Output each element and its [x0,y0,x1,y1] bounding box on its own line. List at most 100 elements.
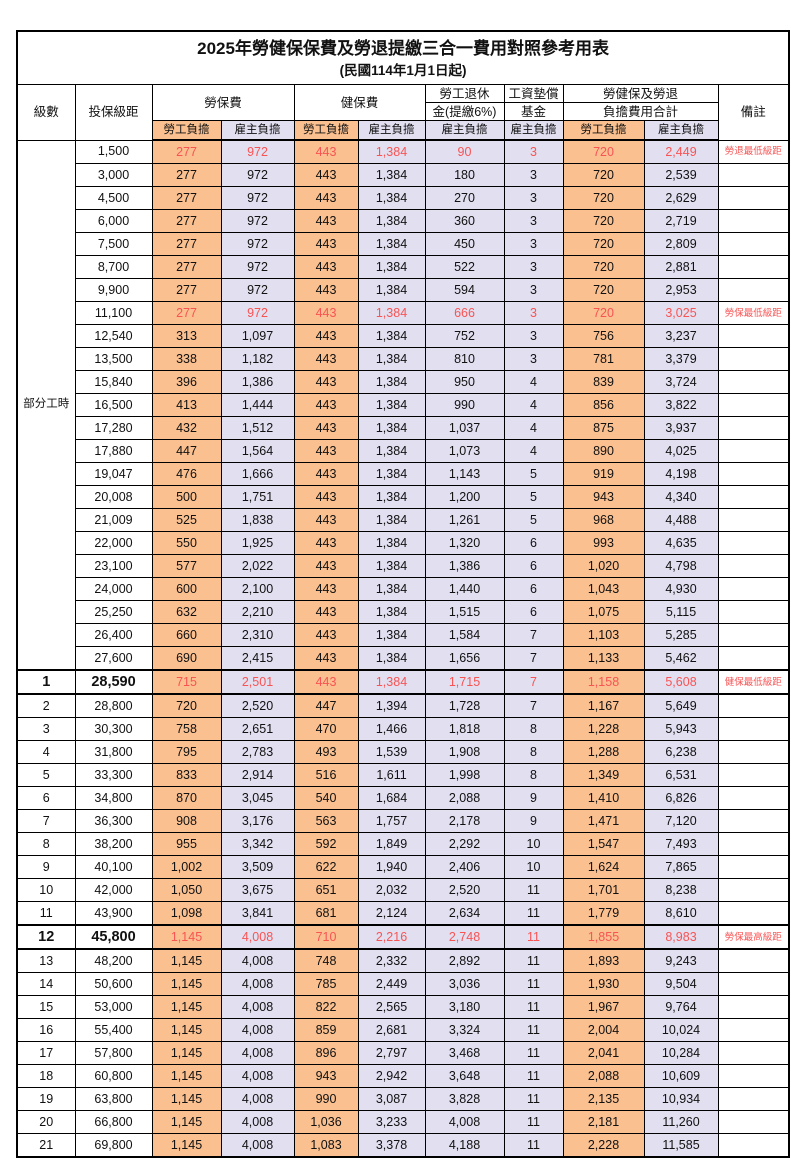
table-row: 4 31,800 795 2,783 493 1,539 1,908 8 1,288 6,238 [16,740,790,764]
table-row: 15 53,000 1,145 4,008 822 2,565 3,180 11 1,967 9,… [16,995,790,1019]
value-cell: 6,238 [643,740,719,764]
value-cell: 622 [293,855,359,879]
value-cell: 2,406 [424,855,505,879]
value-cell: 4,008 [220,972,295,996]
bracket-cell: 12,540 [74,324,153,348]
subheader-pension-employer: 雇主負擔 [424,120,505,141]
table-row: 7,500 277 972 443 1,384 450 3 720 2,809 [17,232,790,256]
value-cell: 2,719 [643,209,719,233]
value-cell: 972 [220,186,295,210]
value-cell: 3 [503,347,564,371]
level-cell: 1 [16,669,76,695]
value-cell: 4 [503,370,564,394]
remark-cell [717,1133,790,1158]
remark-cell [717,508,790,532]
value-cell: 3,233 [357,1110,426,1134]
table-row: 17,880 447 1,564 443 1,384 1,073 4 890 4,025 [17,439,790,463]
table-row: 3,000 277 972 443 1,384 180 3 720 2,539 [17,163,790,187]
value-cell: 660 [151,623,222,647]
value-cell: 5 [503,485,564,509]
col-header-wage-fund-line1: 工資墊償 [503,84,564,103]
remark-cell [717,878,790,902]
level-cell: 16 [16,1018,76,1042]
value-cell: 7,493 [643,832,719,856]
table-row: 8 38,200 955 3,342 592 1,849 2,292 10 1,547 7,493 [16,832,790,856]
table-row: 19 63,800 1,145 4,008 990 3,087 3,828 11 2,135 10… [16,1087,790,1111]
value-cell: 990 [293,1087,359,1111]
value-cell: 1,893 [562,948,645,973]
value-cell: 810 [424,347,505,371]
bracket-cell: 13,500 [74,347,153,371]
value-cell: 1,145 [151,1041,222,1065]
value-cell: 690 [151,646,222,671]
remark-cell [717,186,790,210]
value-cell: 443 [293,531,359,555]
value-cell: 1,036 [293,1110,359,1134]
value-cell: 3 [503,278,564,302]
value-cell: 681 [293,901,359,926]
table-row: 23,100 577 2,022 443 1,384 1,386 6 1,020 4,798 [17,554,790,578]
value-cell: 413 [151,393,222,417]
bracket-cell: 15,840 [74,370,153,394]
value-cell: 3,675 [220,878,295,902]
value-cell: 522 [424,255,505,279]
value-cell: 955 [151,832,222,856]
table-row: 17,280 432 1,512 443 1,384 1,037 4 875 3,937 [17,416,790,440]
level-cell: 2 [16,693,76,718]
remark-cell [717,600,790,624]
value-cell: 277 [151,301,222,325]
bracket-cell: 33,300 [74,763,153,787]
remark-cell [717,740,790,764]
remark-cell [717,623,790,647]
value-cell: 1,145 [151,1133,222,1158]
value-cell: 1,967 [562,995,645,1019]
subheader-total-employee: 勞工負擔 [562,120,645,141]
value-cell: 1,611 [357,763,426,787]
value-cell: 1,145 [151,924,222,950]
row-group-label-part-time: 部分工時 [16,139,76,671]
value-cell: 1,384 [357,531,426,555]
value-cell: 1,701 [562,878,645,902]
value-cell: 2,797 [357,1041,426,1065]
table-row: 19,047 476 1,666 443 1,384 1,143 5 919 4,198 [17,462,790,486]
value-cell: 4,188 [424,1133,505,1158]
level-cell: 21 [16,1133,76,1158]
value-cell: 2,178 [424,809,505,833]
value-cell: 11 [503,948,564,973]
value-cell: 447 [151,439,222,463]
value-cell: 11 [503,995,564,1019]
value-cell: 785 [293,972,359,996]
value-cell: 1,386 [424,554,505,578]
bracket-cell: 22,000 [74,531,153,555]
table-row: 16 55,400 1,145 4,008 859 2,681 3,324 11 2,004 10… [16,1018,790,1042]
value-cell: 993 [562,531,645,555]
value-cell: 1,384 [357,416,426,440]
value-cell: 720 [562,232,645,256]
remark-cell [717,972,790,996]
value-cell: 1,539 [357,740,426,764]
value-cell: 1,666 [220,462,295,486]
value-cell: 2,501 [220,669,295,695]
value-cell: 443 [293,278,359,302]
bracket-cell: 27,600 [74,646,153,671]
value-cell: 443 [293,462,359,486]
bracket-cell: 16,500 [74,393,153,417]
level-cell: 8 [16,832,76,856]
value-cell: 1,384 [357,646,426,671]
value-cell: 2,892 [424,948,505,973]
bracket-cell: 25,250 [74,600,153,624]
value-cell: 2,914 [220,763,295,787]
value-cell: 3,828 [424,1087,505,1111]
value-cell: 9,764 [643,995,719,1019]
value-cell: 443 [293,439,359,463]
level-cell: 7 [16,809,76,833]
level-cell: 19 [16,1087,76,1111]
table-row: 5 33,300 833 2,914 516 1,611 1,998 8 1,349 6,531 [16,763,790,787]
value-cell: 839 [562,370,645,394]
level-cell: 5 [16,763,76,787]
value-cell: 4,008 [220,1018,295,1042]
value-cell: 4,008 [424,1110,505,1134]
bracket-cell: 66,800 [74,1110,153,1134]
remark-cell [717,717,790,741]
value-cell: 277 [151,139,222,164]
